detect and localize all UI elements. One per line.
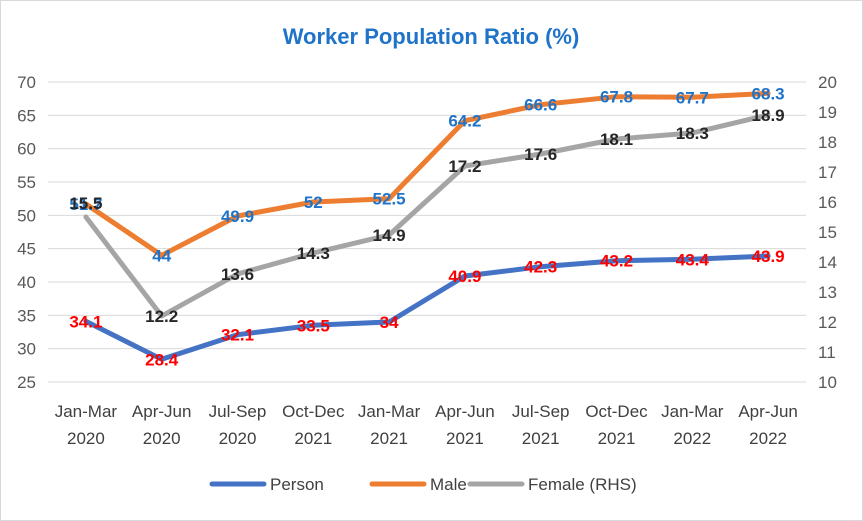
x-tick-label-year: 2021 bbox=[522, 429, 560, 448]
y-left-tick-label: 35 bbox=[17, 306, 36, 325]
data-label: 17.2 bbox=[448, 157, 481, 176]
data-label: 33.5 bbox=[297, 316, 330, 335]
data-label: 66.6 bbox=[524, 96, 557, 115]
data-label: 34 bbox=[380, 313, 399, 332]
data-label: 64.2 bbox=[448, 112, 481, 131]
data-label: 40.9 bbox=[448, 267, 481, 286]
data-label: 18.1 bbox=[600, 130, 633, 149]
data-label: 17.6 bbox=[524, 145, 557, 164]
data-label: 14.9 bbox=[373, 226, 406, 245]
x-tick-label: Oct-Dec bbox=[282, 402, 345, 421]
x-tick-label: Jul-Sep bbox=[512, 402, 570, 421]
y-right-tick-label: 18 bbox=[818, 133, 837, 152]
x-tick-label: Apr-Jun bbox=[435, 402, 495, 421]
data-label: 42.3 bbox=[524, 258, 557, 277]
y-right-tick-label: 19 bbox=[818, 103, 837, 122]
x-tick-label: Oct-Dec bbox=[585, 402, 648, 421]
y-right-tick-label: 20 bbox=[818, 73, 837, 92]
data-label: 32.1 bbox=[221, 326, 254, 345]
data-label: 14.3 bbox=[297, 244, 330, 263]
x-tick-label: Apr-Jun bbox=[132, 402, 192, 421]
data-label: 68.3 bbox=[752, 84, 785, 103]
series-lines bbox=[83, 90, 771, 362]
axes: 25 30 35 40 45 50 55 60 65 70 10 11 12 13 14 15 16 17 18 19… bbox=[17, 73, 837, 448]
data-label: 12.2 bbox=[145, 307, 178, 326]
data-label: 15.5 bbox=[69, 194, 102, 213]
series-line-person bbox=[83, 253, 771, 362]
x-tick-label-year: 2021 bbox=[446, 429, 484, 448]
y-left-tick-label: 60 bbox=[17, 140, 36, 159]
data-label: 18.9 bbox=[752, 106, 785, 125]
x-tick-label-year: 2022 bbox=[749, 429, 787, 448]
data-label: 67.8 bbox=[600, 88, 633, 107]
y-left-tick-label: 70 bbox=[17, 73, 36, 92]
x-tick-label: Jan-Mar bbox=[55, 402, 118, 421]
data-label: 34.1 bbox=[69, 312, 102, 331]
y-left-tick-label: 40 bbox=[17, 273, 36, 292]
data-labels: 34.1 28.4 32.1 33.5 34 40.9 42.3 43.2 43.4 43.9 51… bbox=[69, 84, 784, 369]
y-right-tick-label: 17 bbox=[818, 163, 837, 182]
data-label: 43.2 bbox=[600, 252, 633, 271]
chart-title: Worker Population Ratio (%) bbox=[283, 24, 580, 49]
y-left-tick-label: 50 bbox=[17, 206, 36, 225]
y-right-tick-label: 12 bbox=[818, 313, 837, 332]
data-label: 52.5 bbox=[373, 190, 406, 209]
x-tick-label-year: 2020 bbox=[219, 429, 257, 448]
x-tick-label: Jan-Mar bbox=[661, 402, 724, 421]
gridlines bbox=[48, 81, 806, 383]
data-label: 13.6 bbox=[221, 265, 254, 284]
legend-label: Female (RHS) bbox=[528, 475, 637, 494]
legend-label: Person bbox=[270, 475, 324, 494]
x-tick-label-year: 2020 bbox=[67, 429, 105, 448]
data-label: 28.4 bbox=[145, 350, 179, 369]
y-right-tick-label: 14 bbox=[818, 253, 837, 272]
series-line-female-rhs bbox=[83, 112, 771, 319]
data-label: 52 bbox=[304, 193, 323, 212]
data-label: 51.7 bbox=[69, 195, 102, 214]
y-left-tick-label: 25 bbox=[17, 373, 36, 392]
data-label: 67.7 bbox=[676, 88, 709, 107]
data-label: 43.9 bbox=[752, 247, 785, 266]
y-left-tick-label: 65 bbox=[17, 106, 36, 125]
x-tick-label: Jul-Sep bbox=[209, 402, 267, 421]
x-tick-label: Jan-Mar bbox=[358, 402, 421, 421]
y-right-tick-label: 10 bbox=[818, 373, 837, 392]
y-left-tick-label: 45 bbox=[17, 240, 36, 259]
y-right-tick-label: 15 bbox=[818, 223, 837, 242]
y-left-tick-label: 55 bbox=[17, 173, 36, 192]
x-tick-label-year: 2020 bbox=[143, 429, 181, 448]
y-right-tick-label: 11 bbox=[818, 343, 836, 362]
y-right-tick-label: 13 bbox=[818, 283, 837, 302]
x-tick-label-year: 2022 bbox=[673, 429, 711, 448]
x-tick-label-year: 2021 bbox=[294, 429, 332, 448]
y-left-tick-label: 30 bbox=[17, 340, 36, 359]
x-tick-label-year: 2021 bbox=[370, 429, 408, 448]
x-tick-label-year: 2021 bbox=[598, 429, 636, 448]
legend: Person Male Female (RHS) bbox=[209, 475, 637, 494]
legend-label: Male bbox=[430, 475, 467, 494]
x-tick-label: Apr-Jun bbox=[738, 402, 798, 421]
series-line-male bbox=[83, 90, 771, 258]
data-label: 43.4 bbox=[676, 250, 710, 269]
data-label: 44 bbox=[152, 246, 171, 265]
data-label: 18.3 bbox=[676, 124, 709, 143]
data-label: 49.9 bbox=[221, 207, 254, 226]
y-right-tick-label: 16 bbox=[818, 193, 837, 212]
